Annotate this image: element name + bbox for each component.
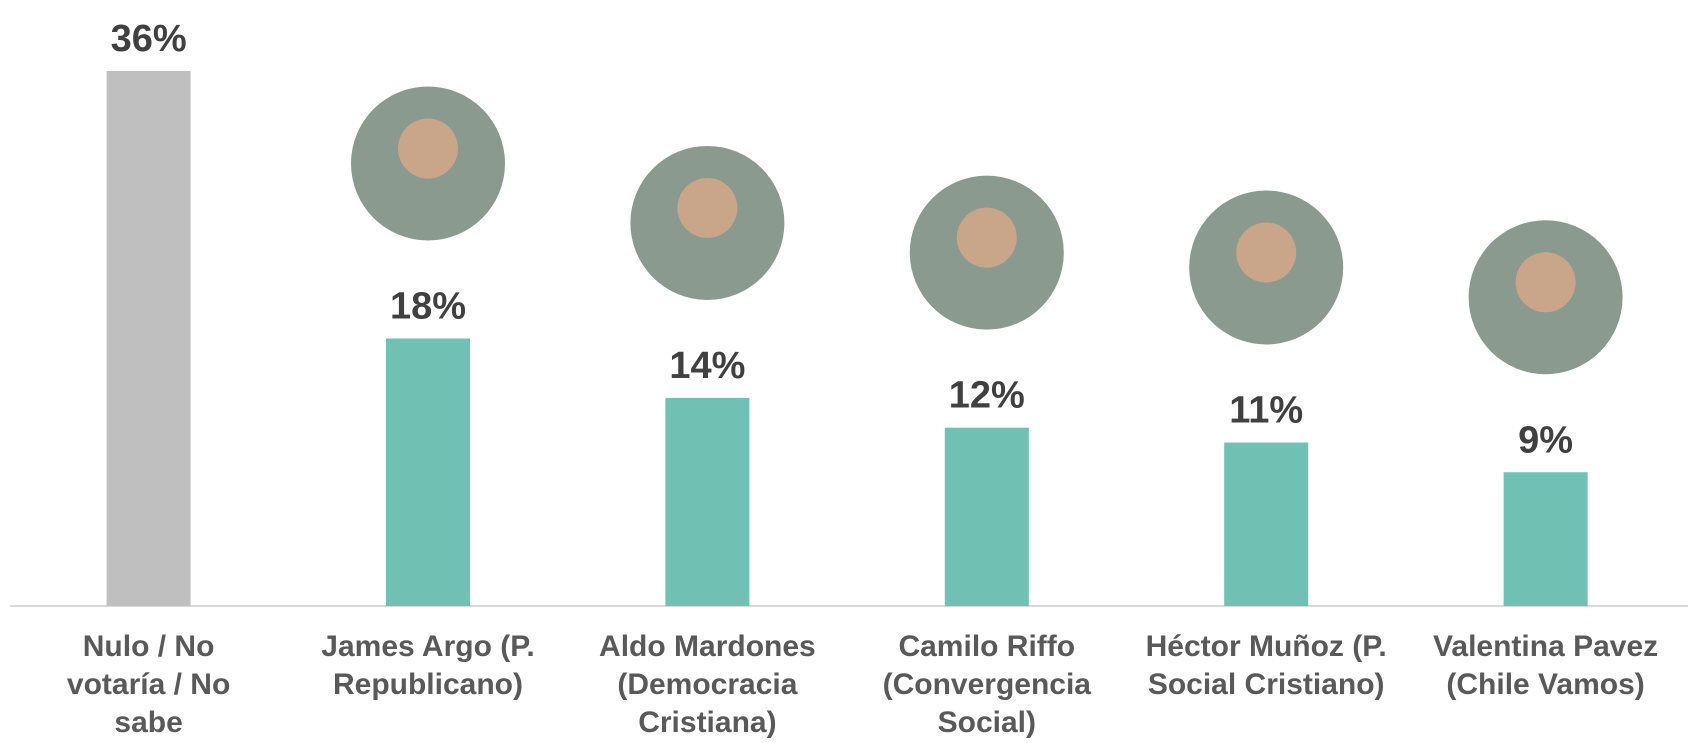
value-label: 11% [1229,390,1303,432]
x-tick-label: Nulo / No votaría / No sabe [66,630,231,739]
value-label: 36% [111,18,187,60]
value-label: 18% [390,286,466,328]
bar [665,397,750,606]
bar [1503,472,1588,606]
x-tick-label: James Argo (P. Republicano) [321,630,535,701]
bar [106,71,191,606]
photo-face [677,177,738,238]
x-tick-label: Valentina Pavez (Chile Vamos) [1433,630,1659,701]
photo-face [398,118,458,179]
value-label: 12% [949,375,1025,417]
photo-face [1515,252,1576,313]
bar [944,427,1029,606]
x-tick-label: Aldo Mardones (Democracia Cristiana) [599,630,816,739]
bar [386,338,470,606]
x-tick-label: Héctor Muñoz (P. Social Cristiano) [1145,630,1387,701]
bar [1224,442,1309,606]
value-label: 9% [1518,419,1573,461]
photo-face [956,207,1017,268]
x-tick-label: Camilo Riffo (Convergencia Social) [882,630,1091,739]
photo-face [1236,222,1297,283]
value-label: 14% [669,345,745,387]
